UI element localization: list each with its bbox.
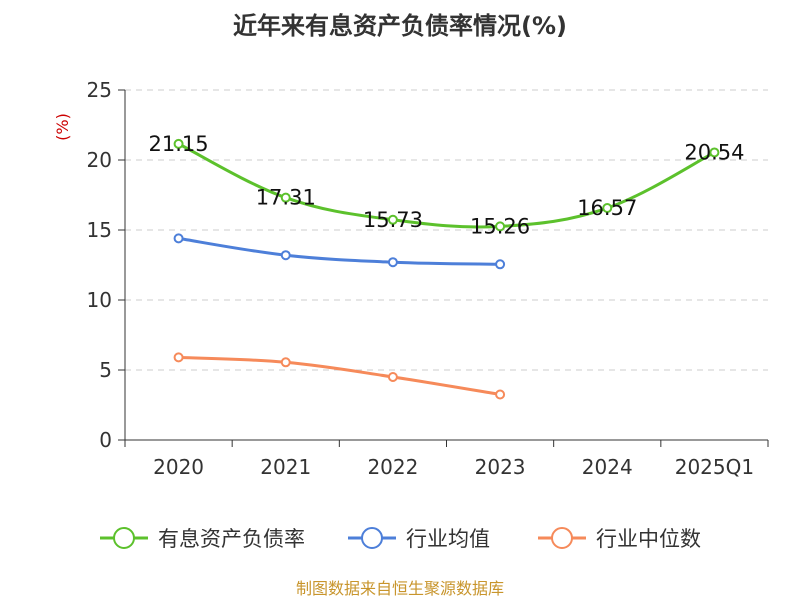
y-tick-label-0: 0 bbox=[99, 428, 112, 452]
y-tick-label-3: 15 bbox=[87, 218, 112, 242]
legend-label-1: 行业均值 bbox=[406, 527, 490, 551]
series-2-point-1 bbox=[280, 357, 291, 368]
x-tick-label-4: 2024 bbox=[582, 455, 633, 479]
series-2-point-2 bbox=[387, 372, 398, 382]
x-tick-label-3: 2023 bbox=[475, 455, 526, 479]
y-tick-label-4: 20 bbox=[87, 148, 112, 172]
y-tick-label-5: 25 bbox=[87, 78, 112, 102]
legend-swatch-marker-1 bbox=[361, 527, 383, 549]
data-label-0-0: 21.15 bbox=[149, 132, 209, 156]
series-0-point-2 bbox=[387, 214, 398, 225]
data-labels: 21.15 17.31 15.73 15.26 16.57 20.54 bbox=[149, 132, 745, 238]
series-1-point-0 bbox=[173, 233, 184, 244]
series-1-point-2 bbox=[387, 257, 398, 268]
series-2-point-3 bbox=[495, 389, 506, 400]
legend-swatch-marker-0 bbox=[113, 527, 135, 549]
series-line-0 bbox=[177, 142, 716, 229]
y-tick-label-2: 10 bbox=[87, 288, 112, 312]
legend-swatch-marker-2 bbox=[551, 527, 573, 549]
x-tick-label-2: 2022 bbox=[367, 455, 418, 479]
data-label-0-4: 16.57 bbox=[577, 196, 637, 220]
x-tick-label-1: 2021 bbox=[260, 455, 311, 479]
data-label-0-2: 15.73 bbox=[363, 208, 423, 232]
grid-lines bbox=[125, 89, 768, 371]
series-line-1 bbox=[178, 236, 501, 266]
legend-label-0: 有息资产负债率 bbox=[158, 527, 305, 551]
series-0-point-0 bbox=[173, 138, 184, 149]
data-label-0-5: 20.54 bbox=[684, 140, 744, 164]
series-1-point-3 bbox=[495, 259, 506, 270]
axes: 0 5 10 15 20 25 2020 2021 2022 2023 2024 2025Q1 bbox=[87, 78, 769, 479]
legend-label-2: 行业中位数 bbox=[596, 527, 701, 551]
x-tick-label-0: 2020 bbox=[153, 455, 204, 479]
legend[interactable]: 有息资产负债率 行业均值 行业中位数 bbox=[100, 527, 701, 551]
series-0-point-1 bbox=[280, 192, 291, 203]
legend-item-1[interactable]: 行业均值 bbox=[348, 527, 490, 551]
series-line-2 bbox=[178, 355, 501, 396]
chart-title: 近年来有息资产负债率情况(%) bbox=[233, 12, 567, 40]
series-0-point-4 bbox=[602, 203, 613, 214]
series-0-point-5 bbox=[709, 147, 720, 158]
series-2-point-0 bbox=[173, 352, 184, 363]
y-axis-label: (%) bbox=[53, 113, 72, 141]
series-0-point-3 bbox=[495, 221, 506, 232]
x-tick-label-5: 2025Q1 bbox=[675, 455, 754, 479]
series-1-point-1 bbox=[280, 250, 291, 261]
data-label-0-3: 15.26 bbox=[470, 214, 530, 238]
legend-item-0[interactable]: 有息资产负债率 bbox=[100, 527, 305, 551]
y-tick-label-1: 5 bbox=[99, 358, 112, 382]
source-note: 制图数据来自恒生聚源数据库 bbox=[296, 579, 504, 598]
legend-item-2[interactable]: 行业中位数 bbox=[538, 527, 701, 551]
series-group bbox=[173, 138, 720, 400]
data-label-0-1: 17.31 bbox=[256, 186, 316, 210]
